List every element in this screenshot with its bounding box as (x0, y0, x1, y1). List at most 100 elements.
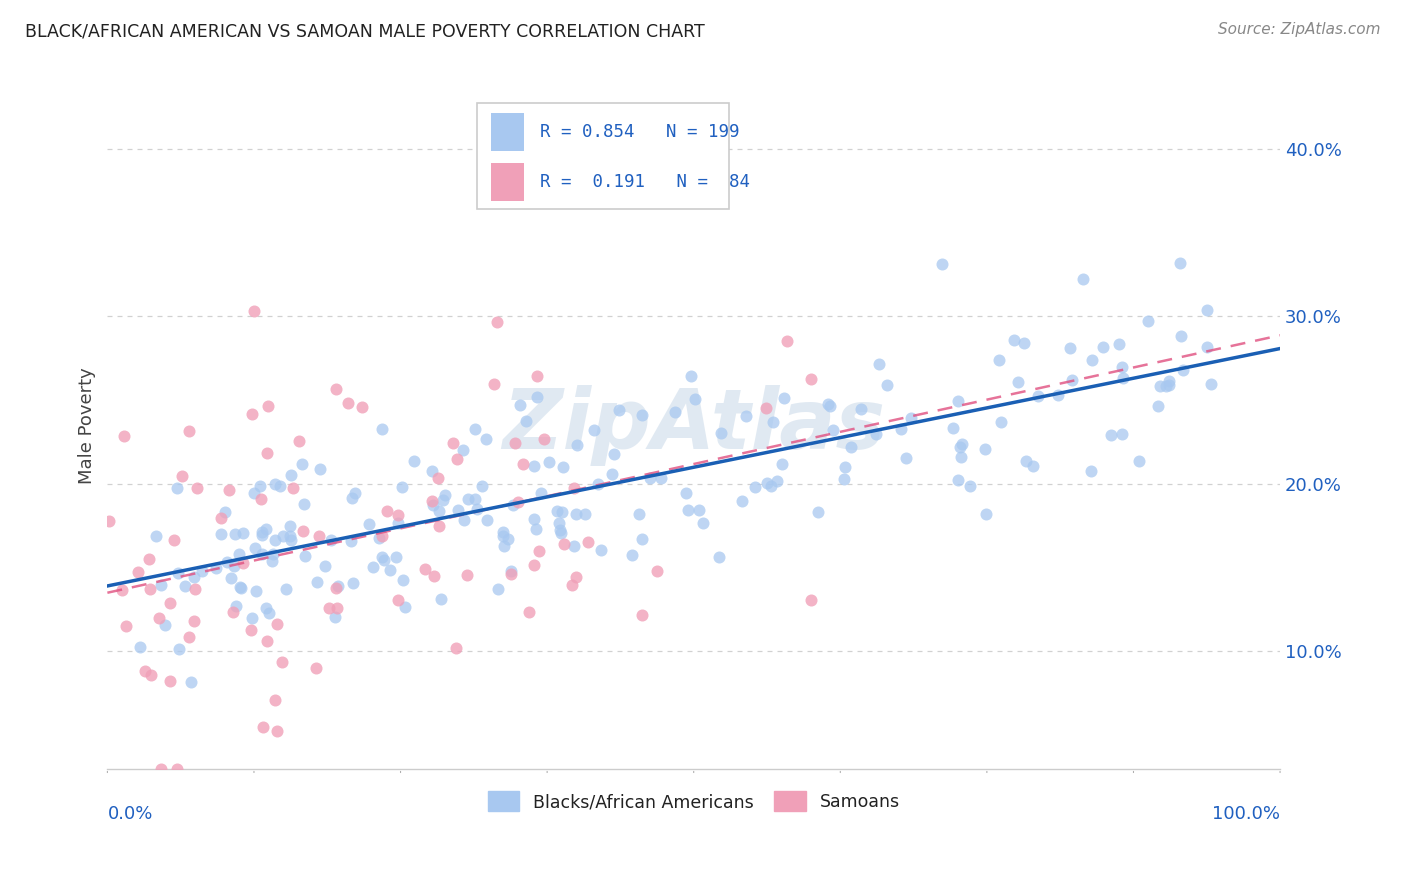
Point (553, 460, 575, 475)
Point (273, 529, 295, 543)
Point (1170, 329, 1192, 343)
Text: R = 0.854   N = 199: R = 0.854 N = 199 (540, 123, 740, 141)
Point (517, 605, 540, 619)
Point (391, 480, 413, 494)
Point (821, 423, 844, 437)
Point (243, 303, 266, 318)
Point (141, 667, 163, 681)
Point (205, 561, 228, 575)
Point (371, 529, 394, 543)
Point (138, 552, 160, 566)
Point (890, 422, 912, 436)
Point (638, 471, 661, 485)
Point (453, 442, 475, 457)
Point (959, 479, 981, 493)
Point (1026, 388, 1049, 402)
Point (1111, 359, 1133, 374)
Point (876, 377, 898, 392)
Point (602, 467, 624, 481)
Point (990, 415, 1012, 429)
Point (547, 516, 569, 531)
Point (1046, 388, 1069, 402)
Point (257, 606, 280, 620)
Legend: Blacks/African Americans, Samoans: Blacks/African Americans, Samoans (481, 784, 907, 818)
Point (1171, 363, 1194, 377)
Point (434, 488, 457, 502)
Point (492, 539, 515, 553)
Point (735, 409, 758, 424)
Point (134, 664, 156, 678)
Point (262, 547, 284, 561)
Point (432, 493, 454, 508)
Point (524, 522, 547, 536)
Point (254, 600, 277, 615)
Point (278, 518, 301, 533)
Point (174, 579, 197, 593)
Point (183, 569, 205, 583)
Point (499, 567, 522, 582)
Point (446, 641, 468, 656)
Point (167, 566, 190, 580)
Point (1128, 454, 1150, 468)
Point (523, 558, 546, 573)
Point (974, 507, 997, 521)
Point (429, 592, 451, 607)
Point (232, 525, 254, 540)
Point (266, 617, 288, 632)
Point (773, 391, 796, 405)
Point (413, 562, 436, 576)
Point (184, 582, 207, 596)
Point (219, 571, 242, 585)
Point (342, 576, 364, 591)
Point (591, 543, 613, 558)
Point (256, 633, 278, 648)
Point (546, 504, 568, 518)
Point (676, 503, 699, 517)
Point (675, 486, 697, 500)
Point (762, 415, 785, 429)
Point (139, 582, 162, 596)
Point (974, 442, 997, 456)
Point (529, 544, 551, 558)
Point (477, 513, 499, 527)
Point (292, 524, 315, 538)
Point (254, 522, 277, 536)
Point (245, 583, 267, 598)
Point (807, 505, 830, 519)
Text: 0.0%: 0.0% (107, 805, 153, 823)
Point (252, 524, 274, 539)
Point (537, 455, 560, 469)
Point (361, 559, 384, 574)
Point (294, 549, 316, 563)
Point (308, 529, 330, 543)
Point (950, 450, 973, 464)
Point (834, 459, 856, 474)
Point (326, 601, 349, 615)
Point (150, 762, 173, 776)
Point (422, 569, 444, 583)
Point (337, 396, 360, 410)
Text: BLACK/AFRICAN AMERICAN VS SAMOAN MALE POVERTY CORRELATION CHART: BLACK/AFRICAN AMERICAN VS SAMOAN MALE PO… (25, 22, 704, 40)
Point (150, 578, 173, 592)
Point (252, 720, 274, 734)
Point (776, 334, 799, 348)
Point (948, 393, 970, 408)
Point (263, 533, 285, 547)
Point (692, 516, 714, 530)
Point (931, 257, 953, 271)
Point (526, 390, 548, 404)
Point (688, 503, 710, 517)
Y-axis label: Male Poverty: Male Poverty (79, 367, 96, 483)
Point (512, 457, 534, 471)
Point (263, 477, 285, 491)
Point (319, 533, 342, 548)
Point (342, 491, 364, 505)
Point (371, 549, 394, 564)
Point (630, 408, 652, 422)
Point (486, 582, 509, 596)
Point (508, 495, 530, 509)
Point (191, 564, 214, 578)
Point (502, 499, 524, 513)
Point (280, 533, 302, 547)
Point (228, 547, 250, 561)
